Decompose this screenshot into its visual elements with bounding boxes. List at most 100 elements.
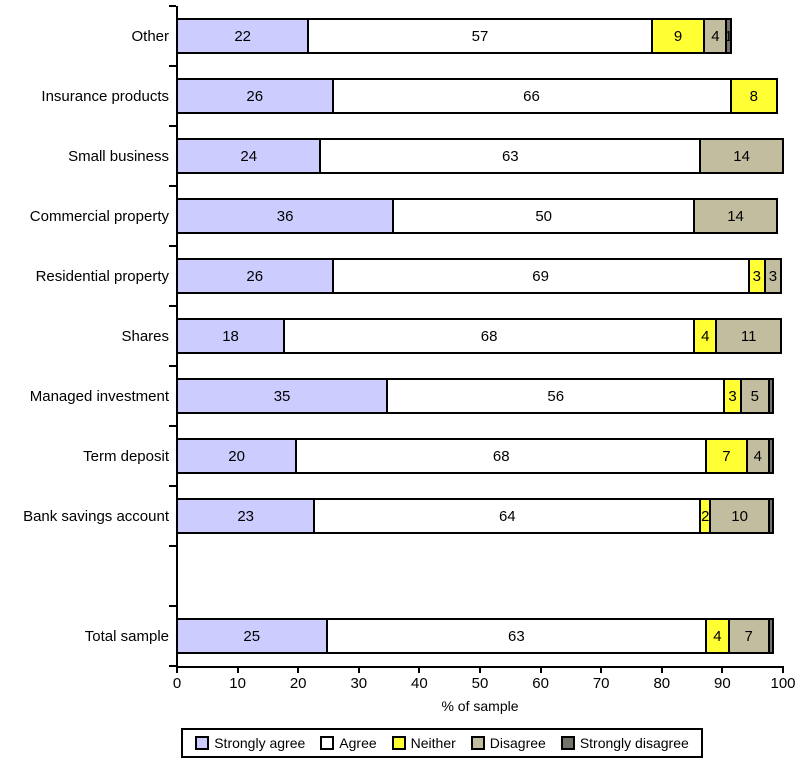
category-label-term-deposit: Term deposit (83, 447, 169, 465)
bar-row-commercial-property: 36 50 14 (176, 186, 784, 246)
category-axis-labels: Other Insurance products Small business Com… (0, 6, 176, 666)
y-axis-tick (169, 125, 176, 127)
y-axis-tick (169, 305, 176, 307)
legend: Strongly agree Agree Neither Disagree Strong… (181, 728, 703, 758)
legend-label: Strongly agree (214, 735, 306, 751)
bar-segment-agree: 69 (331, 258, 750, 294)
category-label-total-sample: Total sample (84, 627, 169, 645)
bar-segment-strongly-agree: 35 (176, 378, 389, 414)
legend-swatch-agree (320, 736, 335, 750)
bar-segment-strongly-agree: 26 (176, 258, 334, 294)
bar-segment-strongly-disagree (767, 498, 774, 534)
bar-row-small-business: 24 63 14 (176, 126, 785, 186)
x-axis-tick-label: 70 (592, 675, 610, 692)
bar-segment-strongly-disagree (767, 378, 774, 414)
bar-segment-strongly-agree: 23 (176, 498, 316, 534)
bar-segment-strongly-agree: 20 (176, 438, 298, 474)
x-axis-tick (600, 666, 603, 673)
legend-label: Disagree (489, 735, 546, 751)
bar-segment-strongly-disagree (767, 618, 774, 654)
bar-managed-investment: 35 56 3 5 (176, 378, 784, 414)
bar-other: 22 57 9 4 1 (176, 18, 784, 54)
bar-row-other: 22 57 9 4 1 (176, 6, 784, 66)
bar-term-deposit: 20 68 7 4 (176, 438, 784, 474)
bar-row-residential-property: 26 69 3 3 (176, 246, 784, 306)
legend-item-strongly-agree: Strongly agree (195, 735, 305, 751)
x-axis-tick-label: 100 (770, 675, 796, 692)
bar-row-term-deposit: 20 68 7 4 (176, 426, 784, 486)
x-axis-title: % of sample (441, 698, 519, 714)
bar-insurance-products: 26 66 8 (176, 78, 784, 114)
bar-segment-strongly-disagree (767, 438, 774, 474)
category-label-empty (0, 546, 176, 606)
bar-segment-agree: 63 (319, 138, 702, 174)
bar-total-sample: 25 63 4 7 (176, 618, 784, 654)
x-axis-tick (357, 666, 360, 673)
bar-bank-savings-account: 23 64 2 10 (176, 498, 784, 534)
category-label-residential-property: Residential property (35, 267, 169, 285)
legend-item-disagree: Disagree (470, 735, 546, 751)
x-axis-tick-label: 80 (653, 675, 671, 692)
category-label-shares: Shares (121, 327, 169, 345)
bar-row-total-sample: 25 63 4 7 (176, 606, 784, 666)
bar-segment-neither: 4 (705, 618, 730, 654)
y-axis-tick (169, 5, 176, 7)
legend-label: Strongly disagree (579, 735, 689, 751)
bar-segment-neither: 7 (705, 438, 748, 474)
bar-segment-agree: 64 (313, 498, 702, 534)
bar-shares: 18 68 4 11 (176, 318, 784, 354)
x-axis-tick-label: 10 (229, 675, 246, 692)
bar-segment-neither: 8 (729, 78, 778, 114)
bar-segment-disagree: 4 (745, 438, 770, 474)
bar-small-business: 24 63 14 (176, 138, 785, 174)
y-axis-tick (169, 65, 176, 67)
y-axis-tick (169, 425, 176, 427)
x-axis-tick (297, 666, 300, 673)
y-axis-tick (169, 545, 176, 547)
category-label-other: Other (131, 27, 169, 45)
bar-segment-agree: 66 (331, 78, 732, 114)
category-label-insurance-products: Insurance products (41, 87, 169, 105)
x-axis-tick-label: 40 (411, 675, 428, 692)
legend-swatch-strongly-disagree (560, 736, 575, 750)
x-axis-tick (176, 666, 178, 673)
x-axis: 0 10 20 30 40 50 60 70 80 90 100 (173, 666, 796, 698)
y-axis-tick (169, 485, 176, 487)
legend-swatch-neither (391, 736, 406, 750)
x-axis-tick (418, 666, 421, 673)
category-label-commercial-property: Commercial property (29, 207, 169, 225)
bar-segment-agree: 56 (386, 378, 726, 414)
bar-row-managed-investment: 35 56 3 5 (176, 366, 784, 426)
bar-segment-disagree: 14 (699, 138, 785, 174)
bar-row-shares: 18 68 4 11 (176, 306, 784, 366)
legend-swatch-disagree (470, 736, 485, 750)
bar-segment-disagree: 14 (693, 198, 778, 234)
bar-segment-strongly-agree: 36 (176, 198, 395, 234)
chart-body: Other Insurance products Small business Com… (0, 5, 785, 668)
bar-segment-agree: 68 (283, 318, 696, 354)
category-label-small-business: Small business (68, 147, 169, 165)
x-axis-tick (782, 666, 784, 673)
x-axis-tick (479, 666, 481, 673)
bar-segment-strongly-agree: 22 (176, 18, 310, 54)
y-axis-tick (169, 365, 176, 367)
bar-segment-agree: 50 (392, 198, 696, 234)
bar-segment-agree: 57 (307, 18, 653, 54)
legend-label: Neither (410, 735, 456, 751)
bar-segment-strongly-agree: 25 (176, 618, 328, 654)
category-label-managed-investment: Managed investment (29, 387, 169, 405)
bar-segment-disagree: 3 (763, 258, 783, 294)
x-axis-tick-label: 50 (471, 675, 489, 692)
bar-segment-agree: 68 (295, 438, 708, 474)
x-axis-tick (539, 666, 542, 673)
y-axis-tick (169, 245, 176, 247)
bar-commercial-property: 36 50 14 (176, 198, 784, 234)
bar-segment-disagree: 11 (715, 318, 783, 354)
bar-segment-disagree: 7 (727, 618, 770, 654)
bar-segment-strongly-disagree: 1 (724, 18, 733, 54)
legend-item-agree: Agree (320, 735, 377, 751)
legend-item-strongly-disagree: Strongly disagree (560, 735, 689, 751)
bar-segment-neither: 9 (650, 18, 706, 54)
bar-row-insurance-products: 26 66 8 (176, 66, 784, 126)
